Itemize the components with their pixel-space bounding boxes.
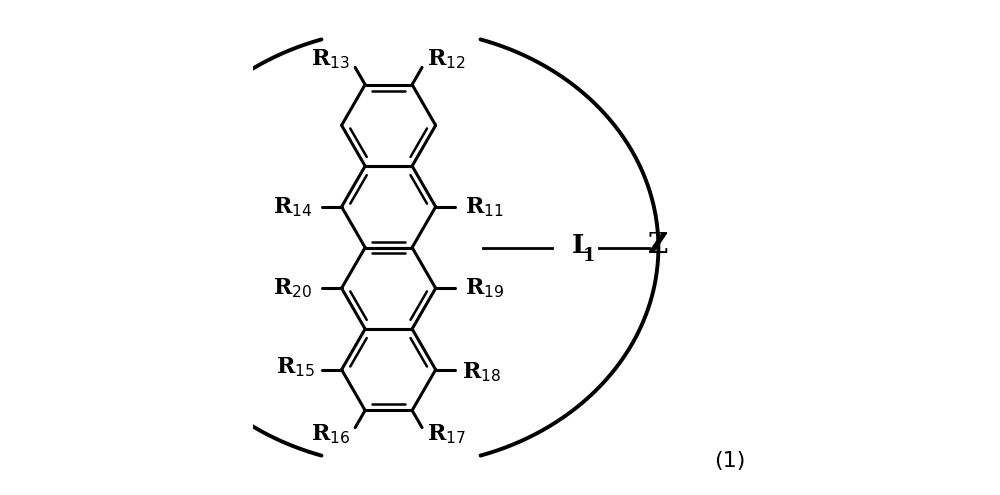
Text: Z: Z [648,232,669,258]
Text: R$_{18}$: R$_{18}$ [462,360,502,384]
Text: R$_{14}$: R$_{14}$ [273,195,312,219]
Text: L: L [572,233,590,257]
Text: 1: 1 [583,247,595,265]
Text: R$_{12}$: R$_{12}$ [427,48,466,71]
Text: R$_{11}$: R$_{11}$ [465,195,504,219]
Text: R$_{19}$: R$_{19}$ [465,276,505,300]
Text: R$_{17}$: R$_{17}$ [427,423,466,446]
Text: R$_{16}$: R$_{16}$ [311,423,350,446]
Text: R$_{15}$: R$_{15}$ [276,355,315,379]
Text: (1): (1) [714,451,746,471]
Text: R$_{20}$: R$_{20}$ [273,276,312,300]
Text: R$_{13}$: R$_{13}$ [311,48,350,71]
